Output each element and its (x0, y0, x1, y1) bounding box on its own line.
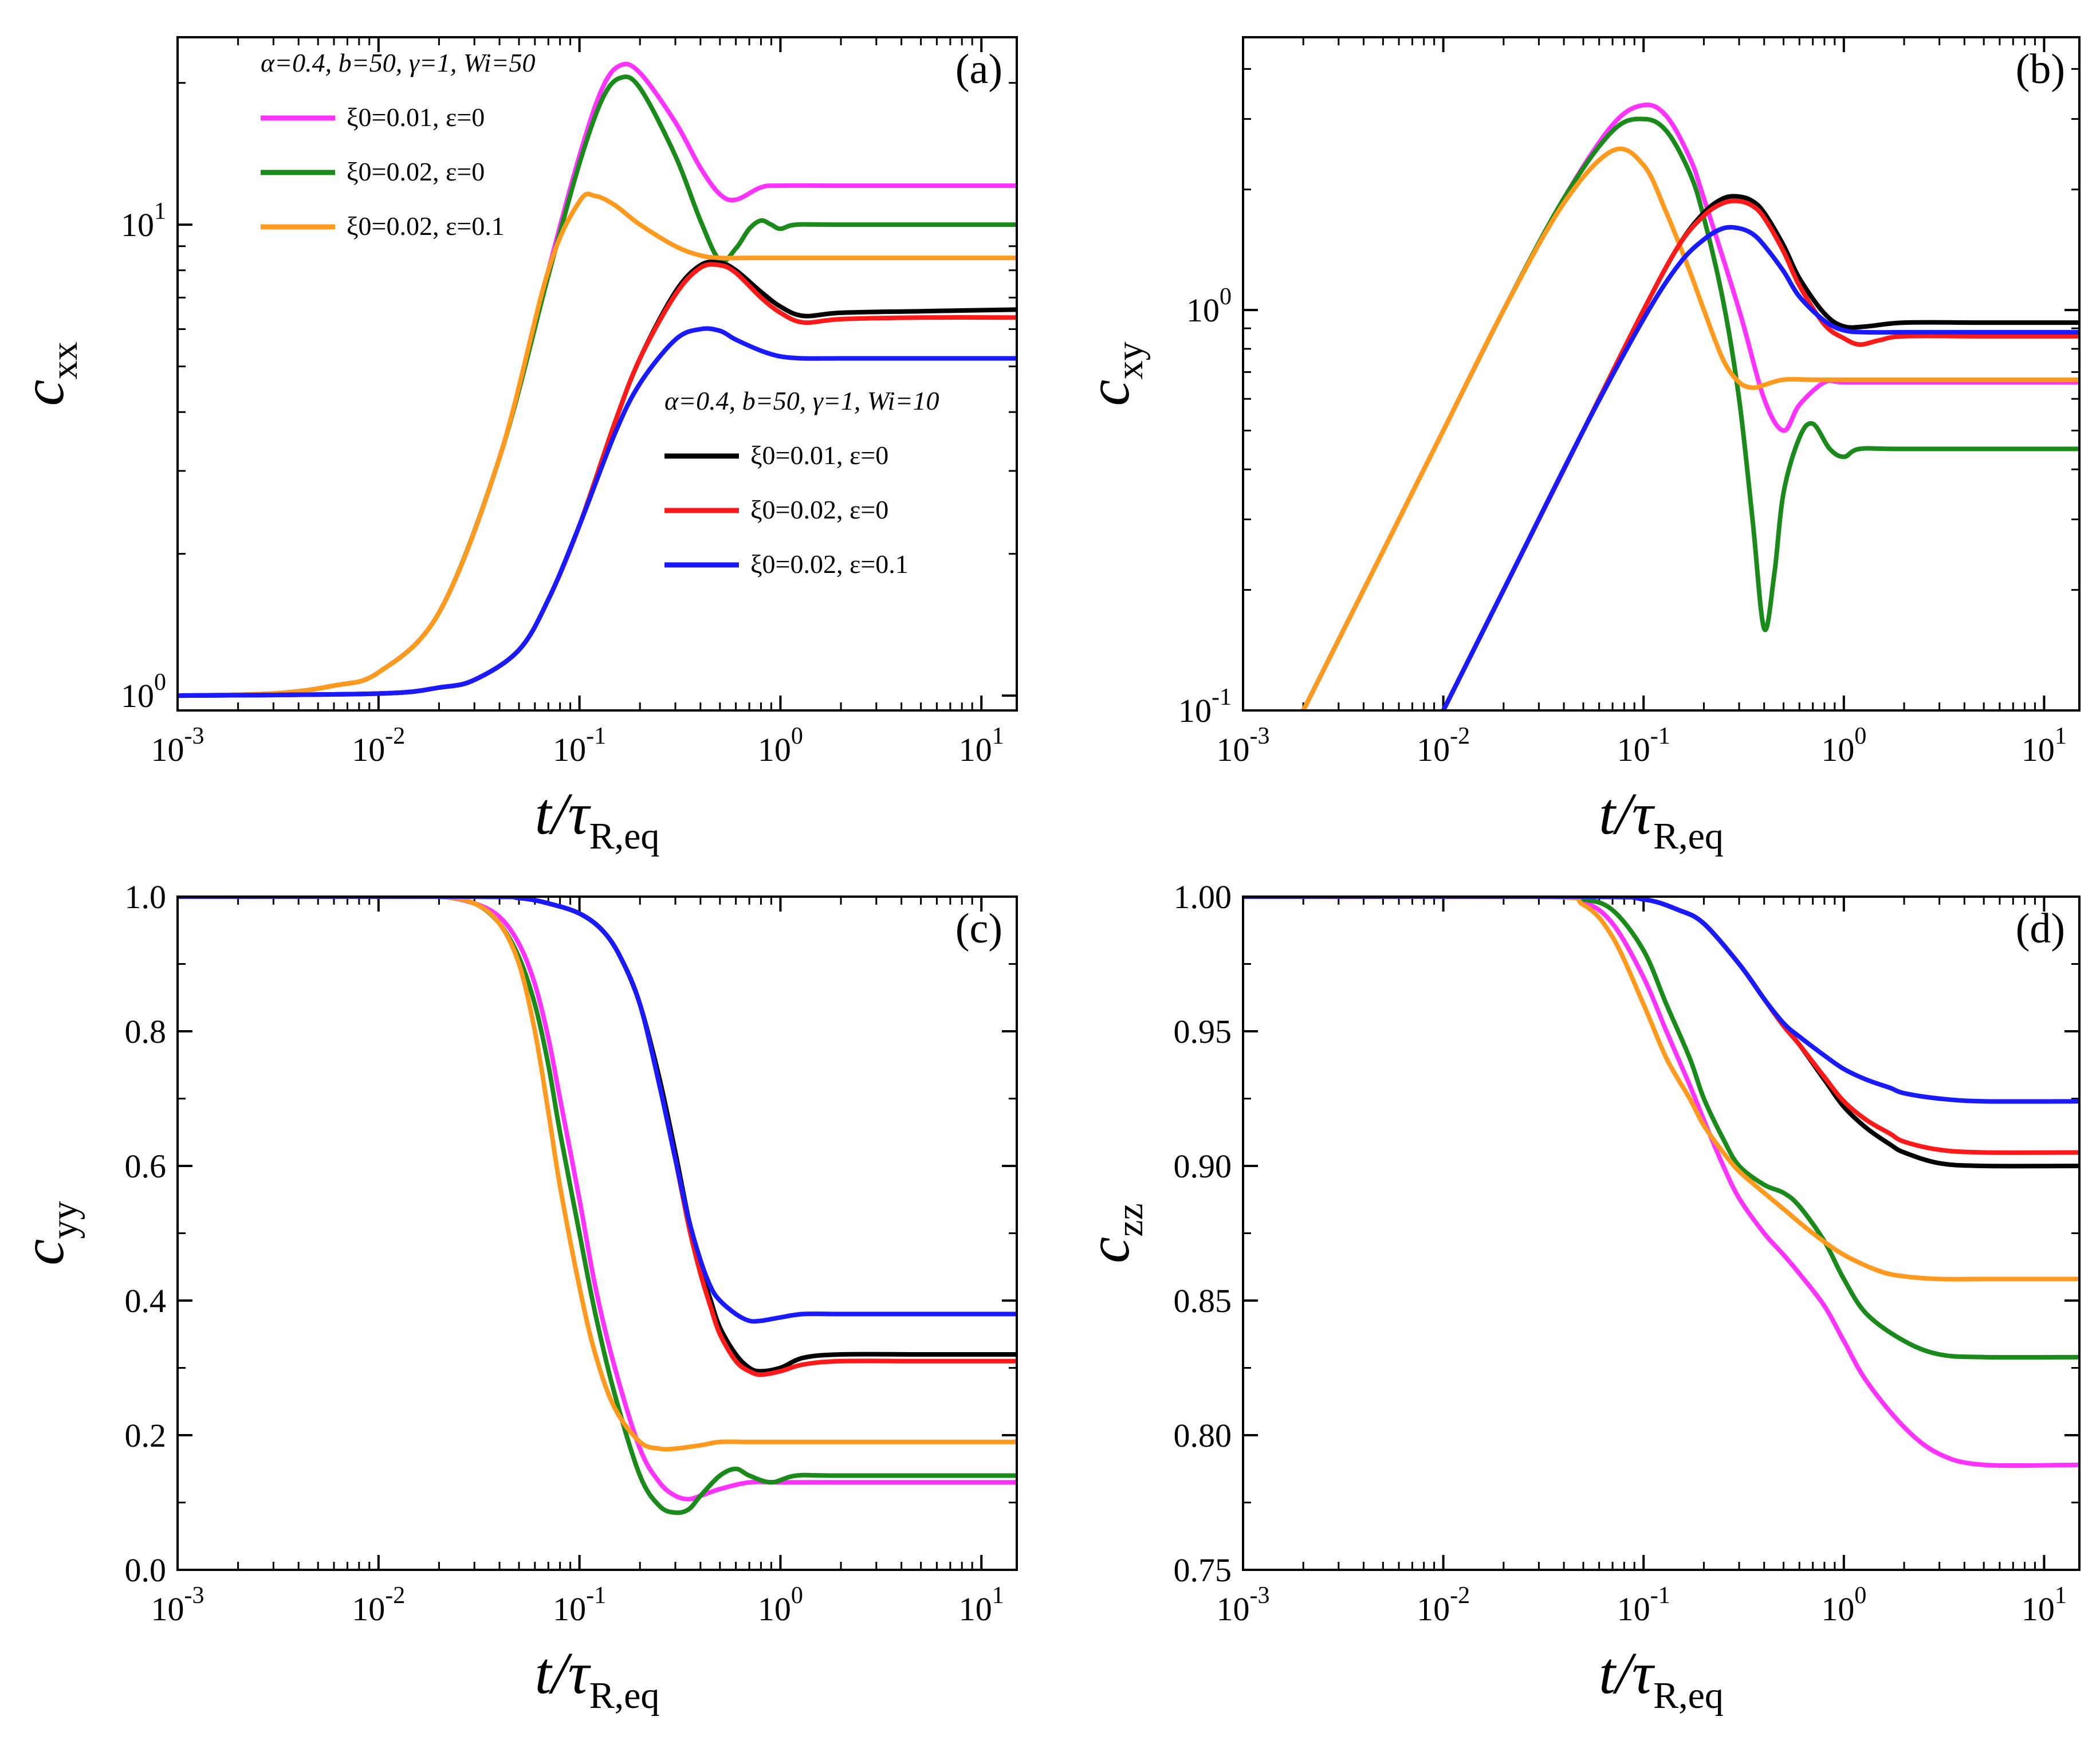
series-line-xi002_eps01_Wi50 (178, 897, 1017, 1452)
series-line-xi002_eps01_Wi50 (1243, 897, 2079, 1282)
series-line-xi002_eps01_Wi10 (1243, 897, 2079, 1104)
panel-letter: (b) (2016, 46, 2065, 93)
x-tick-label: 10-2 (1417, 723, 1470, 768)
x-tick-label: 10-1 (553, 723, 606, 768)
x-tick-label: 10-2 (352, 723, 405, 768)
series-line-xi002_eps0_Wi10 (1441, 198, 2079, 710)
y-tick-label: 0.2 (125, 1417, 167, 1454)
series-line-xi001_eps0_Wi50 (178, 61, 1017, 698)
y-tick-label: 0.95 (1174, 1013, 1232, 1050)
x-tick-label: 10-3 (1217, 1582, 1270, 1628)
series-line-xi001_eps0_Wi50 (178, 897, 1017, 1502)
x-tick-label: 10-1 (1617, 1582, 1670, 1628)
series-group (1243, 897, 2079, 1468)
legend-entry: ξ0=0.02, ε=0.1 (750, 549, 909, 579)
x-tick-label: 101 (2022, 723, 2067, 768)
legend-wi10: α=0.4, b=50, γ=1, Wi=10 ξ0=0.01, ε=0 ξ0=0.… (664, 386, 939, 579)
legend-wi50: α=0.4, b=50, γ=1, Wi=50 ξ0=0.01, ε=0 ξ0=0.… (261, 48, 536, 241)
legend-entry: ξ0=0.02, ε=0 (750, 495, 888, 524)
legend-entry: ξ0=0.01, ε=0 (750, 441, 888, 470)
series-line-xi002_eps0_Wi50 (1301, 116, 2079, 710)
series-line-xi001_eps0_Wi10 (1441, 194, 2079, 710)
series-line-xi002_eps0_Wi50 (1243, 897, 2079, 1360)
y-tick-label: 101 (121, 198, 166, 243)
panel-letter: (a) (955, 46, 1002, 93)
chart-panel-a: 10-3 10-2 10-1 100 101 100 101 (a) t/τR,eq cxx (10, 36, 1018, 857)
chart-panel-d: 10-3 10-2 10-1 100 101 0.75 0.80 0.85 0.90 0.95 1.… (1076, 878, 2081, 1717)
plot-frame (1242, 895, 2081, 1571)
series-group (178, 61, 1017, 698)
y-tick-label: 100 (1186, 284, 1232, 329)
plot-frame (1242, 36, 2081, 712)
legend-entry: ξ0=0.02, ε=0.1 (347, 211, 505, 241)
y-tick-label: 0.75 (1174, 1552, 1232, 1589)
series-group (178, 897, 1017, 1515)
series-line-xi001_eps0_Wi50 (1301, 102, 2079, 710)
x-tick-label: 100 (758, 723, 803, 768)
x-tick-label: 101 (959, 1582, 1004, 1628)
x-tick-label: 10-3 (151, 723, 205, 768)
x-axis-label: t/τR,eq (1599, 781, 1724, 857)
series-line-xi002_eps01_Wi50 (1301, 146, 2079, 710)
x-tick-label: 10-3 (151, 1582, 205, 1628)
x-tick-label: 100 (1821, 723, 1866, 768)
legend-title: α=0.4, b=50, γ=1, Wi=10 (664, 386, 939, 415)
y-axis-label: cxy (1076, 341, 1151, 406)
series-line-xi002_eps01_Wi10 (178, 326, 1017, 698)
x-tick-label: 10-3 (1217, 723, 1270, 768)
x-tick-label: 10-1 (553, 1582, 606, 1628)
y-tick-label: 0.80 (1174, 1417, 1232, 1454)
y-tick-label: 0.90 (1174, 1148, 1232, 1185)
y-tick-label: 10-1 (1178, 684, 1232, 729)
x-tick-label: 100 (1821, 1582, 1866, 1628)
x-tick-label: 10-2 (352, 1582, 405, 1628)
legend-entry: ξ0=0.01, ε=0 (347, 103, 485, 132)
legend-title: α=0.4, b=50, γ=1, Wi=50 (261, 48, 536, 77)
x-tick-label: 100 (758, 1582, 803, 1628)
series-line-xi001_eps0_Wi50 (1243, 897, 2079, 1468)
y-axis-label: cyy (10, 1201, 85, 1265)
y-tick-label: 1.0 (125, 878, 167, 916)
panel-letter: (c) (955, 905, 1002, 952)
y-axis-label: czz (1076, 1203, 1151, 1263)
plot-frame (176, 895, 1018, 1571)
y-tick-label: 100 (121, 669, 166, 714)
series-line-xi002_eps01_Wi10 (178, 897, 1017, 1324)
series-line-xi002_eps01_Wi10 (1441, 225, 2079, 710)
legend-entry: ξ0=0.02, ε=0 (347, 157, 485, 186)
series-group (1301, 102, 2079, 710)
panel-letter: (d) (2016, 905, 2065, 952)
x-tick-label: 101 (2022, 1582, 2067, 1628)
series-line-xi002_eps0_Wi50 (178, 897, 1017, 1515)
x-tick-label: 101 (959, 723, 1004, 768)
y-tick-label: 0.0 (125, 1552, 167, 1589)
x-axis-label: t/τR,eq (535, 1640, 660, 1717)
series-line-xi001_eps0_Wi10 (1243, 897, 2079, 1169)
series-line-xi002_eps01_Wi50 (178, 191, 1017, 698)
x-tick-label: 10-2 (1417, 1582, 1470, 1628)
x-tick-label: 10-1 (1617, 723, 1670, 768)
plot-frame (176, 36, 1018, 712)
y-tick-label: 0.6 (125, 1148, 167, 1185)
chart-panel-b: 10-3 10-2 10-1 100 101 10-1 100 (b) t/τR,eq cxy (1076, 36, 2081, 857)
y-axis-label: cxx (10, 341, 85, 406)
y-tick-label: 0.4 (125, 1282, 167, 1319)
x-axis-label: t/τR,eq (1599, 1640, 1724, 1717)
y-tick-label: 1.00 (1174, 878, 1232, 916)
y-tick-label: 0.85 (1174, 1282, 1232, 1319)
x-axis-label: t/τR,eq (535, 781, 660, 857)
y-tick-label: 0.8 (125, 1013, 167, 1050)
chart-panel-c: 10-3 10-2 10-1 100 101 0.0 0.2 0.4 0.6 0.8 1.0 (c) t… (10, 878, 1018, 1717)
